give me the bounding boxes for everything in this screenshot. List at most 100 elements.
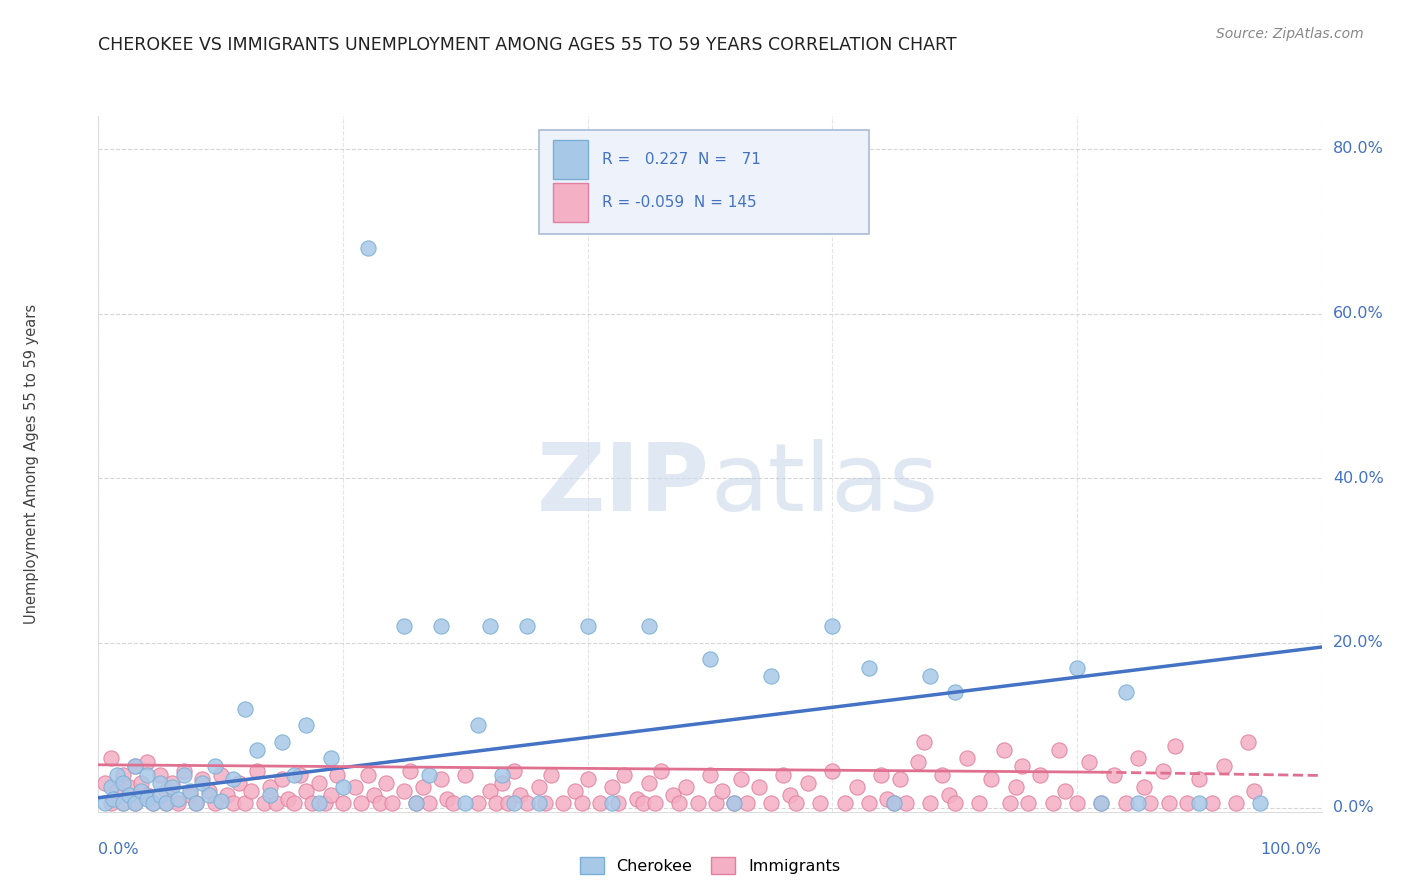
Point — [332, 780, 354, 794]
Point — [478, 784, 501, 798]
Point — [233, 702, 256, 716]
Point — [912, 735, 935, 749]
Text: CHEROKEE VS IMMIGRANTS UNEMPLOYMENT AMONG AGES 55 TO 59 YEARS CORRELATION CHART: CHEROKEE VS IMMIGRANTS UNEMPLOYMENT AMON… — [98, 36, 957, 54]
Point — [186, 797, 208, 811]
Point — [252, 797, 274, 811]
Point — [686, 797, 709, 811]
Point — [509, 789, 531, 803]
Point — [173, 764, 195, 778]
Point — [326, 767, 349, 781]
Point — [301, 797, 323, 811]
Point — [93, 776, 115, 790]
Point — [637, 619, 661, 633]
Point — [894, 797, 917, 811]
Point — [761, 669, 783, 683]
Point — [233, 797, 256, 811]
Point — [283, 767, 305, 781]
Point — [332, 797, 354, 811]
Text: Source: ZipAtlas.com: Source: ZipAtlas.com — [1216, 27, 1364, 41]
Point — [264, 797, 287, 811]
Point — [173, 767, 195, 781]
Point — [209, 794, 232, 808]
Point — [105, 767, 128, 781]
Point — [699, 652, 721, 666]
Point — [576, 619, 599, 633]
Point — [454, 767, 477, 781]
Point — [191, 776, 214, 790]
Point — [883, 797, 905, 811]
Point — [1042, 797, 1064, 811]
Point — [1029, 767, 1052, 781]
Text: 0.0%: 0.0% — [1333, 800, 1374, 815]
Point — [111, 797, 134, 811]
Point — [436, 792, 458, 806]
Point — [191, 772, 214, 786]
Point — [907, 756, 929, 770]
Point — [240, 784, 263, 798]
Text: R = -0.059  N = 145: R = -0.059 N = 145 — [602, 195, 756, 211]
Point — [319, 789, 342, 803]
Point — [613, 767, 636, 781]
Point — [785, 797, 807, 811]
Point — [943, 797, 966, 811]
Point — [101, 792, 124, 806]
Point — [600, 780, 623, 794]
Point — [246, 764, 269, 778]
Point — [1175, 797, 1198, 811]
Point — [405, 797, 427, 811]
Point — [179, 789, 201, 803]
Point — [1078, 756, 1101, 770]
Point — [662, 789, 685, 803]
Point — [534, 797, 557, 811]
Point — [259, 789, 281, 803]
Point — [1102, 767, 1125, 781]
Point — [644, 797, 666, 811]
Legend: Cherokee, Immigrants: Cherokee, Immigrants — [574, 851, 846, 880]
Point — [650, 764, 672, 778]
Point — [1090, 797, 1112, 811]
Point — [363, 789, 385, 803]
Point — [748, 780, 770, 794]
Point — [626, 792, 648, 806]
Point — [797, 776, 820, 790]
Point — [704, 797, 727, 811]
Text: R =   0.227  N =   71: R = 0.227 N = 71 — [602, 152, 761, 167]
Point — [821, 619, 844, 633]
Point — [1139, 797, 1161, 811]
Point — [344, 780, 367, 794]
Point — [160, 780, 183, 794]
Point — [149, 789, 172, 803]
Point — [876, 792, 898, 806]
Point — [699, 767, 721, 781]
Point — [105, 784, 128, 798]
Point — [356, 767, 378, 781]
Text: atlas: atlas — [710, 439, 938, 531]
Point — [920, 797, 942, 811]
Point — [772, 767, 794, 781]
Point — [405, 797, 427, 811]
Point — [124, 759, 146, 773]
Point — [350, 797, 373, 811]
Point — [222, 797, 245, 811]
Point — [167, 792, 190, 806]
Point — [204, 797, 226, 811]
Point — [308, 797, 330, 811]
Point — [1066, 797, 1088, 811]
Point — [711, 784, 734, 798]
Point — [553, 797, 575, 811]
Point — [412, 780, 434, 794]
Point — [142, 797, 165, 811]
Point — [967, 797, 990, 811]
Point — [186, 797, 208, 811]
Point — [564, 784, 586, 798]
Point — [920, 669, 942, 683]
Point — [136, 792, 159, 806]
Point — [418, 797, 440, 811]
Point — [1004, 780, 1026, 794]
Point — [600, 797, 623, 811]
Point — [491, 776, 513, 790]
Point — [430, 619, 453, 633]
Point — [637, 776, 661, 790]
Point — [228, 776, 250, 790]
Point — [527, 780, 550, 794]
